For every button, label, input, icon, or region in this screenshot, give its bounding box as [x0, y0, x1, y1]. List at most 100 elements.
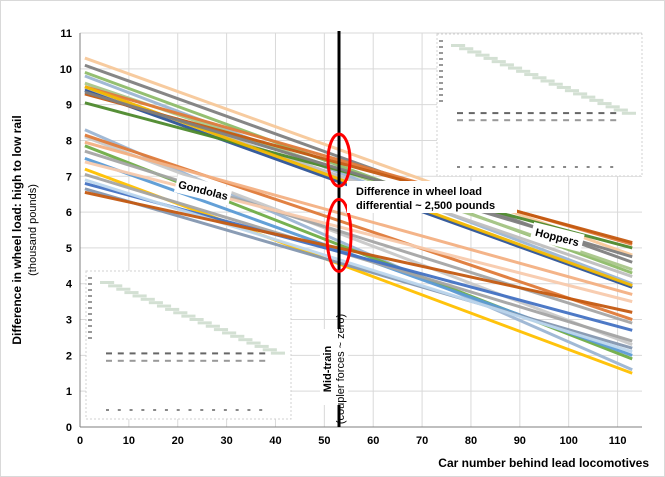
inset-cell — [586, 112, 593, 115]
inset-cell — [88, 283, 92, 285]
inset-cell — [156, 304, 172, 308]
x-tick-label: 30 — [220, 435, 232, 447]
y-tick-label: 0 — [66, 422, 72, 434]
inset-cell — [439, 82, 443, 84]
inset-cell — [459, 47, 474, 51]
x-tick-label: 0 — [77, 435, 83, 447]
inset-cell — [527, 166, 531, 168]
inset-cell — [457, 119, 463, 122]
y-tick-label: 8 — [66, 135, 72, 147]
inset-cell — [467, 50, 482, 54]
inset-cell — [247, 359, 254, 362]
inset-cell — [230, 334, 245, 338]
x-tick-label: 20 — [172, 435, 184, 447]
inset-cell — [613, 108, 628, 112]
inset-cell — [108, 284, 123, 288]
inset-cell — [212, 352, 219, 355]
inset-cell — [164, 409, 168, 411]
inset-cell — [238, 338, 253, 342]
inset-cell — [563, 112, 570, 115]
inset-cell — [480, 112, 487, 115]
y-axis-subtitle: (thousand pounds) — [27, 184, 39, 276]
inset-cell — [88, 325, 92, 327]
inset-cell — [439, 70, 443, 72]
inset-cell — [439, 46, 443, 48]
inset-cell — [176, 359, 183, 362]
inset-cell — [483, 56, 498, 60]
inset-cell — [439, 58, 443, 60]
inset-cell — [106, 359, 112, 362]
y-tick-label: 6 — [66, 207, 72, 219]
inset-cell — [556, 85, 571, 89]
midtrain-label-group: Mid-train (coupler forces ~ zero) — [320, 314, 348, 424]
inset-thumbnail-bottom — [85, 270, 292, 420]
inset-cell — [153, 352, 160, 355]
inset-cell — [491, 60, 506, 64]
inset-cell — [132, 294, 147, 298]
inset-cell — [212, 359, 219, 362]
inset-cell — [563, 119, 570, 122]
inset-cell — [254, 344, 269, 348]
inset-cell — [439, 52, 443, 54]
inset-cell — [259, 352, 266, 355]
inset-cell — [116, 287, 131, 291]
midtrain-label: Mid-train — [322, 346, 334, 393]
gondola-series-line — [84, 149, 633, 325]
inset-cell — [148, 301, 163, 305]
inset-cell — [141, 352, 148, 355]
gondola-series-line — [84, 178, 633, 354]
gondola-series-line — [84, 190, 633, 314]
x-tick-label: 10 — [123, 435, 135, 447]
inset-cell — [129, 409, 133, 411]
y-tick-label: 2 — [66, 350, 72, 362]
inset-cell — [205, 324, 220, 328]
inset-cell — [574, 112, 581, 115]
inset-cell — [129, 359, 136, 362]
gondola-series-line — [84, 128, 633, 372]
inset-cell — [259, 359, 266, 362]
inset-cell — [468, 112, 475, 115]
x-tick-label: 40 — [269, 435, 281, 447]
gondolas-series-group — [84, 128, 633, 375]
inset-cell — [539, 119, 546, 122]
x-tick-label: 60 — [367, 435, 379, 447]
inset-cell — [173, 311, 188, 315]
inset-cell — [581, 95, 596, 99]
inset-cell — [88, 301, 92, 303]
inset-cell — [153, 359, 160, 362]
inset-cell — [129, 352, 136, 355]
inset-cell — [468, 119, 475, 122]
highlight-ellipse-upper — [326, 132, 352, 188]
inset-cell — [548, 82, 563, 86]
inset-cell — [598, 112, 605, 115]
inset-cell — [141, 409, 145, 411]
inset-cell — [235, 409, 239, 411]
inset-cell — [563, 166, 567, 168]
inset-cell — [88, 337, 92, 339]
inset-cell — [457, 166, 460, 168]
inset-cell — [439, 100, 443, 102]
inset-cell — [539, 166, 543, 168]
inset-cell — [124, 291, 139, 295]
inset-cell — [597, 102, 612, 106]
inset-cell — [88, 319, 92, 321]
inset-cell — [222, 331, 237, 335]
inset-cell — [141, 359, 148, 362]
inset-cell — [515, 119, 522, 122]
inset-cell — [223, 359, 230, 362]
inset-cell — [610, 166, 614, 168]
inset-cell — [527, 119, 534, 122]
midtrain-sublabel: (coupler forces ~ zero) — [335, 314, 347, 424]
inset-cell — [439, 94, 443, 96]
inset-cell — [605, 105, 620, 109]
inset-cell — [480, 166, 484, 168]
inset-cell — [492, 112, 499, 115]
y-tick-labels: 0 1 2 3 4 5 6 7 8 9 10 11 — [60, 28, 73, 434]
inset-cell — [106, 352, 112, 355]
inset-cell — [270, 351, 285, 355]
y-tick-label: 5 — [66, 243, 72, 255]
inset-cell — [117, 359, 124, 362]
inset-cell — [439, 64, 443, 66]
y-tick-label: 7 — [66, 171, 72, 183]
